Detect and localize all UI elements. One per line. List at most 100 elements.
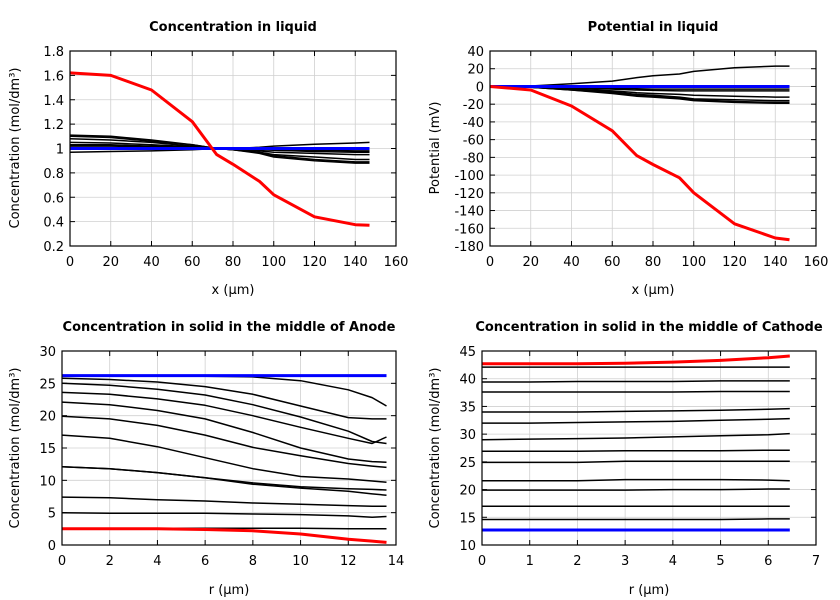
y-tick-label: 40 — [459, 373, 476, 388]
y-tick-label: 35 — [459, 400, 476, 415]
plot-frame — [481, 350, 817, 546]
y-tick-label: 1 — [56, 143, 64, 158]
chart-title: Concentration in solid in the middle of … — [475, 320, 823, 335]
x-tick-label: 2 — [106, 554, 114, 569]
series-line-2 — [61, 377, 387, 420]
y-tick-label: 15 — [459, 511, 476, 526]
series-line-3 — [482, 390, 790, 393]
y-tick-label: 40 — [467, 45, 484, 60]
y-tick-label: -180 — [454, 240, 484, 255]
y-axis-label: Potential (mV) — [428, 102, 443, 195]
y-tick-label: -20 — [463, 98, 484, 113]
y-tick-label: -60 — [463, 134, 484, 149]
x-axis-label: x (µm) — [212, 283, 255, 298]
series-line-9 — [489, 85, 790, 242]
y-tick-label: 0.4 — [43, 216, 64, 231]
x-tick-label: 4 — [153, 554, 161, 569]
y-tick-label: 0 — [48, 539, 56, 554]
x-tick-label: 160 — [384, 255, 409, 270]
x-tick-label: 140 — [763, 255, 788, 270]
y-tick-label: -140 — [454, 205, 484, 220]
y-axis-label: Concentration (mol/dm³) — [428, 368, 443, 529]
x-tick-label: 100 — [261, 255, 286, 270]
x-tick-label: 14 — [388, 554, 405, 569]
series-line-12 — [482, 518, 790, 521]
x-tick-label: 1 — [526, 554, 534, 569]
y-tick-label: 0.8 — [43, 167, 64, 182]
x-tick-label: 6 — [764, 554, 772, 569]
x-tick-label: 6 — [201, 554, 209, 569]
series-line-9 — [69, 71, 370, 227]
x-tick-label: 12 — [340, 554, 357, 569]
y-tick-label: 0.2 — [43, 240, 64, 255]
series-line-5 — [482, 417, 790, 424]
series-line-9 — [482, 478, 790, 482]
series-line-10 — [482, 488, 790, 491]
series-line-8 — [482, 460, 790, 464]
series-line-5 — [61, 401, 387, 463]
series-line-4 — [61, 391, 387, 445]
x-tick-label: 60 — [604, 255, 621, 270]
series-line-2 — [482, 380, 790, 383]
y-tick-label: 15 — [39, 442, 56, 457]
y-tick-label: 1.8 — [43, 45, 64, 60]
series-line-4 — [482, 407, 790, 413]
x-tick-label: 120 — [302, 255, 327, 270]
y-tick-label: 1.2 — [43, 118, 64, 133]
panel-cathode-solid: Concentration in solid in the middle of … — [428, 320, 823, 598]
x-tick-label: 120 — [722, 255, 747, 270]
plot-frame — [61, 350, 397, 546]
x-tick-label: 40 — [143, 255, 160, 270]
y-tick-label: 5 — [48, 507, 56, 522]
y-tick-label: 0.6 — [43, 191, 64, 206]
y-tick-label: 20 — [459, 484, 476, 499]
series-line-3 — [61, 382, 387, 445]
x-axis-label: r (µm) — [209, 583, 250, 598]
series-line-9 — [61, 466, 387, 496]
y-tick-label: 25 — [39, 377, 56, 392]
x-tick-label: 0 — [66, 255, 74, 270]
plot-frame — [69, 50, 397, 247]
x-tick-label: 10 — [292, 554, 309, 569]
y-axis-label: Concentration (mol/dm³) — [8, 368, 23, 529]
series-line-14 — [482, 354, 790, 366]
y-tick-label: -120 — [454, 187, 484, 202]
x-tick-label: 8 — [249, 554, 257, 569]
y-tick-label: 1.4 — [43, 94, 64, 109]
x-tick-label: 160 — [804, 255, 829, 270]
y-axis-label: Concentration (mol/dm³) — [8, 68, 23, 229]
x-tick-label: 0 — [58, 554, 66, 569]
series-line-7 — [61, 434, 387, 484]
x-tick-label: 40 — [563, 255, 580, 270]
y-tick-label: 1.6 — [43, 69, 64, 84]
y-tick-label: 30 — [459, 428, 476, 443]
y-tick-label: 10 — [459, 539, 476, 554]
series-line-1 — [62, 375, 387, 407]
y-tick-label: 10 — [39, 474, 56, 489]
x-tick-label: 0 — [478, 554, 486, 569]
series-line-1 — [489, 65, 790, 88]
x-tick-label: 3 — [621, 554, 629, 569]
x-tick-label: 2 — [573, 554, 581, 569]
x-tick-label: 80 — [225, 255, 242, 270]
y-tick-label: 45 — [459, 345, 476, 360]
x-tick-label: 4 — [669, 554, 677, 569]
series-line-6 — [61, 415, 387, 469]
chart-title: Concentration in solid in the middle of … — [63, 320, 396, 335]
panel-potential-liquid: Potential in liquid x (µm) Potential (mV… — [428, 20, 828, 298]
plot-frame — [489, 50, 817, 247]
y-tick-label: 30 — [39, 345, 56, 360]
chart-title: Potential in liquid — [588, 20, 719, 35]
y-tick-label: 20 — [39, 410, 56, 425]
y-tick-label: -160 — [454, 222, 484, 237]
x-tick-label: 0 — [486, 255, 494, 270]
x-tick-label: 100 — [681, 255, 706, 270]
y-tick-label: -100 — [454, 169, 484, 184]
series-line-10 — [61, 496, 387, 507]
series-line-7 — [482, 449, 790, 453]
series-line-14 — [62, 527, 387, 544]
panel-concentration-liquid: Concentration in liquid x (µm) Concentra… — [8, 20, 408, 298]
x-tick-label: 5 — [716, 554, 724, 569]
y-tick-label: 20 — [467, 63, 484, 78]
